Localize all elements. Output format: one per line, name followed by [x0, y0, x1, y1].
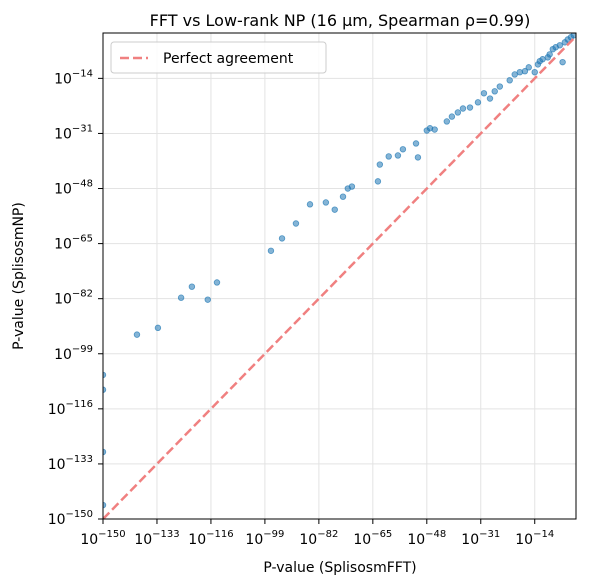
point	[103, 371, 107, 379]
point	[339, 193, 347, 200]
point	[531, 68, 538, 76]
point	[486, 95, 494, 102]
point	[374, 178, 382, 185]
point	[459, 105, 467, 112]
legend-label: Perfect agreement	[163, 51, 294, 67]
point	[466, 104, 474, 111]
point	[448, 113, 456, 120]
point	[480, 90, 488, 97]
point	[412, 140, 420, 147]
x-axis-label: P-value (SplisosmFFT)	[263, 560, 416, 576]
point	[431, 126, 438, 133]
point	[103, 501, 107, 509]
point	[348, 183, 356, 190]
y-tick-label: 10−133	[48, 454, 93, 473]
point	[154, 324, 162, 332]
x-tick-label: 10−133	[134, 529, 179, 548]
point	[394, 152, 402, 159]
point	[443, 118, 451, 125]
point	[188, 283, 196, 290]
point	[267, 247, 275, 254]
y-tick-label: 10−48	[54, 179, 93, 198]
point	[103, 386, 107, 393]
point	[103, 448, 107, 456]
legend-box	[110, 41, 327, 74]
y-tick-label: 10−116	[48, 399, 93, 418]
x-tick-label: 10−48	[407, 529, 446, 548]
point	[399, 146, 407, 153]
point	[385, 153, 392, 160]
point	[177, 294, 185, 301]
point	[204, 296, 211, 303]
x-tick-label: 10−99	[245, 529, 284, 548]
x-tick-label: 10−65	[353, 529, 392, 548]
point	[516, 68, 524, 76]
y-tick-label: 10−31	[54, 123, 93, 142]
y-tick-label: 10−14	[54, 68, 93, 87]
point	[278, 235, 286, 242]
y-tick-label: 10−82	[54, 289, 93, 308]
point	[414, 154, 422, 161]
point	[213, 279, 221, 286]
point	[306, 201, 314, 208]
point	[322, 199, 330, 206]
point	[556, 42, 564, 49]
plot-frame	[102, 32, 577, 520]
point	[474, 99, 482, 106]
x-tick-label: 10−31	[461, 529, 500, 548]
y-tick-label: 10−99	[54, 344, 93, 363]
point	[454, 109, 462, 116]
plot-area	[103, 33, 576, 519]
point	[539, 56, 546, 63]
y-tick-label: 10−65	[54, 234, 93, 253]
y-axis-label: P-value (SplisosmNP)	[11, 202, 27, 350]
point	[521, 68, 529, 75]
reference-line	[103, 35, 576, 519]
y-tick-label: 10−150	[48, 509, 93, 528]
x-tick-label: 10−150	[80, 529, 125, 548]
point	[546, 51, 553, 58]
point	[133, 331, 141, 338]
point	[506, 77, 513, 84]
point	[570, 33, 576, 39]
point	[525, 64, 532, 71]
point	[292, 220, 300, 227]
chart-title: FFT vs Low-rank NP (16 µm, Spearman ρ=0.…	[150, 11, 531, 30]
point	[511, 71, 518, 78]
point	[491, 88, 498, 95]
point	[331, 206, 338, 213]
point	[376, 161, 384, 168]
x-tick-label: 10−82	[299, 529, 338, 548]
x-tick-label: 10−116	[188, 529, 233, 548]
point	[496, 83, 504, 90]
x-tick-label: 10−14	[515, 529, 554, 548]
point	[559, 58, 566, 66]
